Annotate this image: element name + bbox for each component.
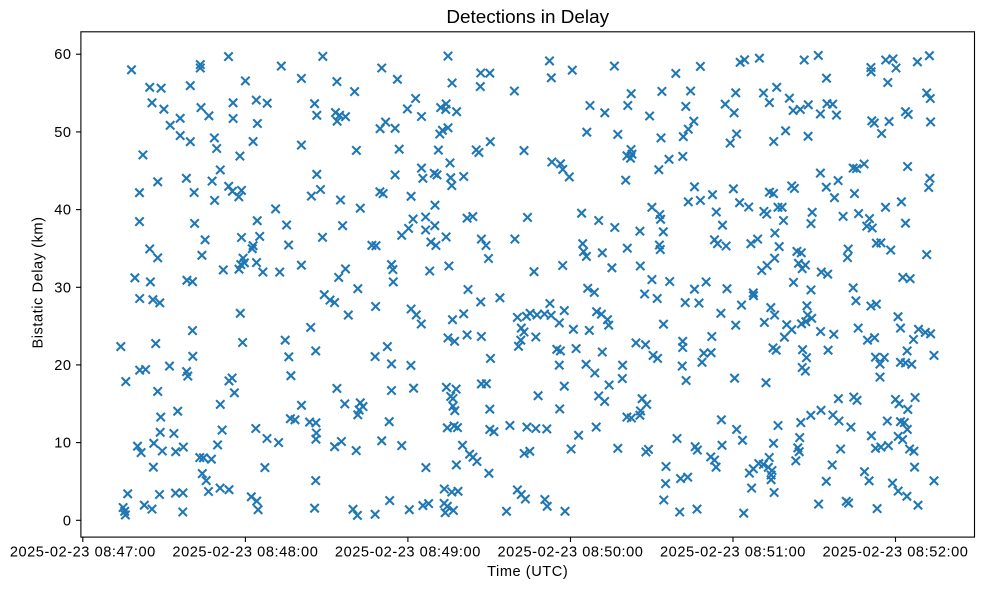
svg-text:Bistatic Delay (km): Bistatic Delay (km) (31, 216, 47, 348)
svg-text:2025-02-23 08:48:00: 2025-02-23 08:48:00 (172, 544, 318, 560)
svg-text:Detections in Delay: Detections in Delay (446, 7, 609, 28)
svg-text:0: 0 (63, 513, 72, 529)
svg-text:2025-02-23 08:50:00: 2025-02-23 08:50:00 (498, 544, 644, 560)
svg-text:2025-02-23 08:51:00: 2025-02-23 08:51:00 (660, 544, 806, 560)
svg-text:40: 40 (54, 203, 71, 219)
svg-text:30: 30 (54, 280, 71, 296)
svg-text:60: 60 (54, 47, 71, 63)
svg-text:20: 20 (54, 358, 71, 374)
svg-text:2025-02-23 08:49:00: 2025-02-23 08:49:00 (335, 544, 481, 560)
svg-text:10: 10 (54, 436, 71, 452)
svg-text:Time (UTC): Time (UTC) (487, 564, 568, 580)
svg-text:2025-02-23 08:52:00: 2025-02-23 08:52:00 (823, 544, 969, 560)
svg-text:2025-02-23 08:47:00: 2025-02-23 08:47:00 (10, 544, 156, 560)
svg-text:50: 50 (54, 125, 71, 141)
